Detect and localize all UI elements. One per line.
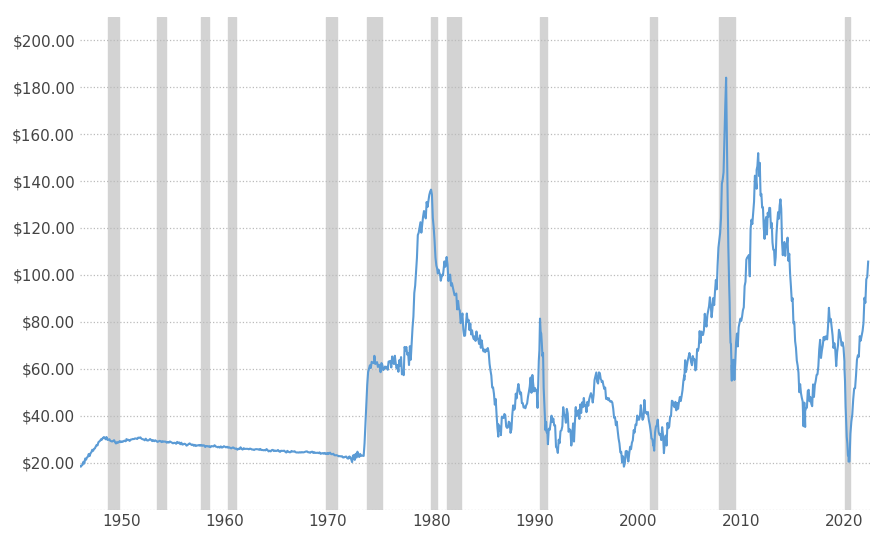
Bar xyxy=(540,17,547,510)
Bar xyxy=(719,17,735,510)
Bar xyxy=(432,17,438,510)
Bar xyxy=(227,17,236,510)
Bar xyxy=(326,17,337,510)
Bar xyxy=(157,17,166,510)
Bar xyxy=(650,17,657,510)
Bar xyxy=(367,17,382,510)
Bar xyxy=(845,17,850,510)
Bar xyxy=(447,17,461,510)
Bar xyxy=(201,17,209,510)
Bar xyxy=(107,17,119,510)
